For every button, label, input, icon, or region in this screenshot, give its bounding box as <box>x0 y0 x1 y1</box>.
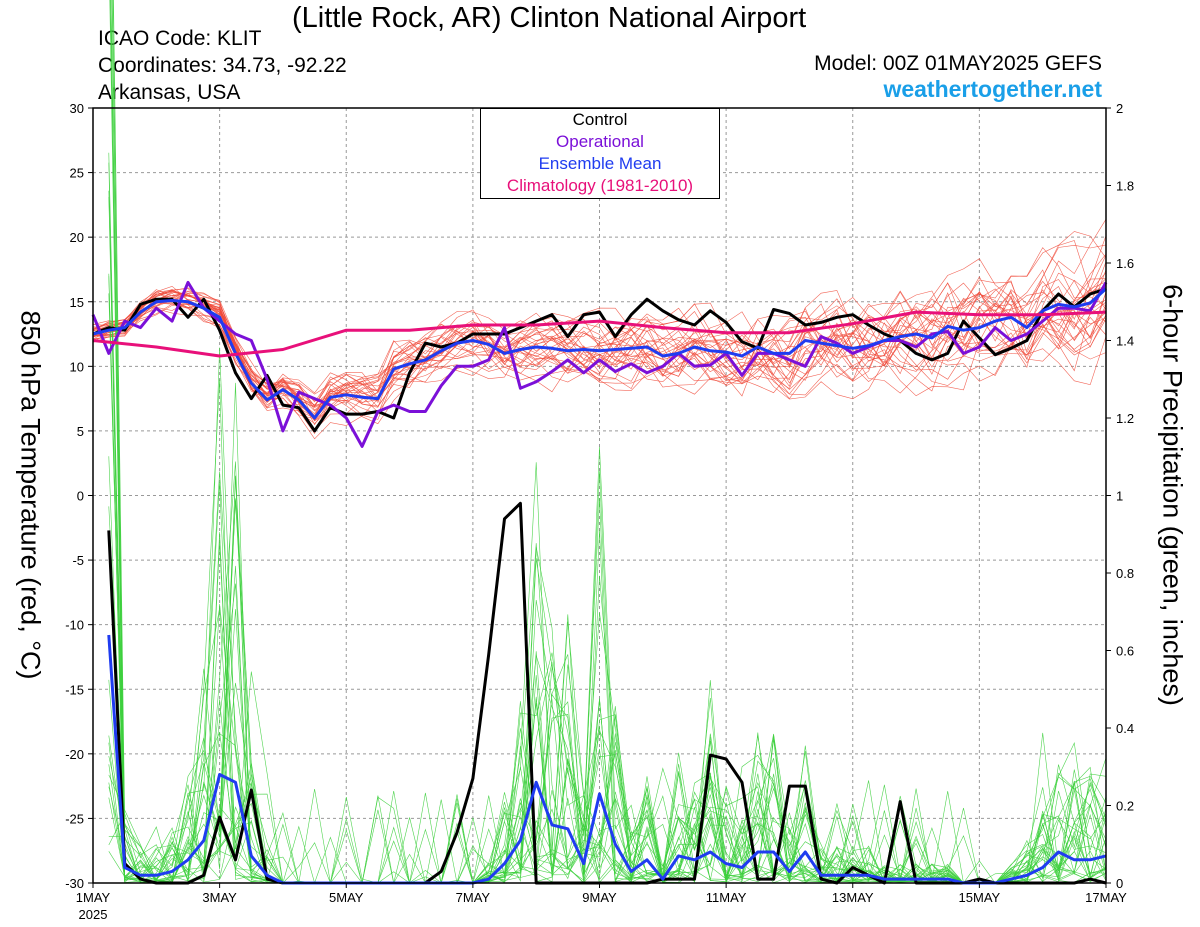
main-series <box>91 280 1108 885</box>
x-tick-label: 5MAY <box>329 890 364 905</box>
legend-control: Control <box>572 110 628 129</box>
temperature-member-line <box>92 298 1107 431</box>
coordinates: Coordinates: 34.73, -92.22 <box>98 54 347 77</box>
y-axis-label-left: 850 hPa Temperature (red, °C) <box>15 310 46 680</box>
x-tick-label: 11MAY <box>706 890 747 905</box>
page-title: (Little Rock, AR) Clinton National Airpo… <box>292 2 807 34</box>
site-link[interactable]: weathertogether.net <box>883 76 1102 102</box>
x-tick-label: 13MAY <box>832 890 874 905</box>
left-axis-ticks: -30 -25 -20 -15 -10 -5 0 5 10 15 20 25 30 <box>65 101 93 891</box>
left-tick-label: 25 <box>70 166 84 181</box>
left-tick-label: -5 <box>72 553 84 568</box>
ensemble-mean-temperature-line <box>92 287 1108 420</box>
left-tick-label: 10 <box>70 359 84 374</box>
precipitation-member-line <box>108 152 1107 884</box>
legend-ensemble-mean: Ensemble Mean <box>538 154 662 173</box>
temperature-member-line <box>92 258 1107 420</box>
region: Arkansas, USA <box>98 81 241 104</box>
right-tick-label: 2 <box>1116 101 1123 116</box>
right-tick-label: 0.8 <box>1116 566 1134 581</box>
control-precip-line <box>107 501 1107 885</box>
left-tick-label: -15 <box>65 682 84 697</box>
left-tick-label: -10 <box>65 618 84 633</box>
x-tick-label: 15MAY <box>959 890 1001 905</box>
left-tick-label: 0 <box>77 489 84 504</box>
y-axis-label-right: 6-hour Precipitation (green, inches) <box>1157 284 1188 706</box>
icao-code: ICAO Code: KLIT <box>98 27 262 50</box>
climatology-1981-2010-temperature-line <box>92 310 1107 358</box>
right-tick-label: 1.6 <box>1116 256 1134 271</box>
model-run: Model: 00Z 01MAY2025 GEFS <box>814 52 1102 75</box>
legend: Control Operational Ensemble Mean Climat… <box>480 108 720 199</box>
x-tick-label: 1MAY <box>76 890 111 905</box>
precipitation-member-line <box>110 0 1107 884</box>
right-tick-label: 1.2 <box>1116 411 1134 426</box>
right-tick-label: 1.4 <box>1116 334 1134 349</box>
left-tick-label: 15 <box>70 295 84 310</box>
legend-climatology: Climatology (1981-2010) <box>506 176 694 195</box>
precipitation-member-line <box>108 196 1107 884</box>
temperature-member-line <box>92 280 1107 407</box>
left-tick-label: 20 <box>70 230 84 245</box>
right-axis-ticks: 0 0.2 0.4 0.6 0.8 1 1.2 1.4 1.6 1.8 2 <box>1106 101 1134 891</box>
precipitation-member-line <box>108 162 1107 884</box>
left-tick-label: -25 <box>65 811 84 826</box>
right-tick-label: 0.4 <box>1116 721 1134 736</box>
right-tick-label: 0 <box>1116 876 1123 891</box>
x-axis-ticks: 1MAY 2025 3MAY 5MAY 7MAY 9MAY 11MAY 13MAY 15MAY 1… <box>76 883 1127 922</box>
left-tick-label: -20 <box>65 747 84 762</box>
right-tick-label: 0.2 <box>1116 799 1134 814</box>
right-tick-label: 0.6 <box>1116 644 1134 659</box>
x-tick-label: 9MAY <box>582 890 617 905</box>
precipitation-member-line <box>108 543 1107 884</box>
left-tick-label: 30 <box>70 101 84 116</box>
temperature-member-line <box>92 290 1107 405</box>
left-tick-label: 5 <box>77 424 84 439</box>
right-tick-label: 1.8 <box>1116 179 1134 194</box>
precipitation-member-line <box>108 190 1107 884</box>
x-tick-label: 3MAY <box>202 890 237 905</box>
x-tick-label: 17MAY <box>1085 890 1127 905</box>
temperature-member-line <box>92 292 1107 425</box>
control-temperature-line <box>92 287 1107 433</box>
right-tick-label: 1 <box>1116 489 1123 504</box>
x-tick-year: 2025 <box>79 907 108 922</box>
temperature-member-line <box>92 292 1107 426</box>
left-tick-label: -30 <box>65 876 84 891</box>
temperature-member-line <box>92 289 1107 404</box>
legend-operational: Operational <box>556 132 644 151</box>
ensemble-mean-precip-line <box>107 634 1107 885</box>
temperature-member-line <box>92 278 1107 403</box>
x-tick-label: 7MAY <box>456 890 491 905</box>
